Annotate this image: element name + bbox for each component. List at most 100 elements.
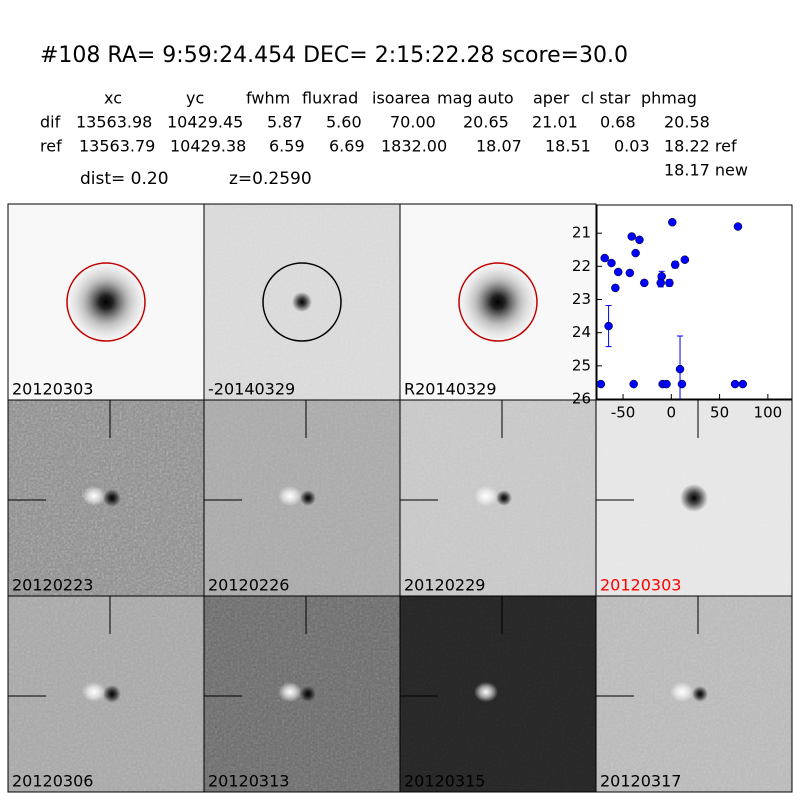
positive-residual	[670, 682, 694, 702]
table-cell: 13563.98	[76, 113, 152, 132]
point	[627, 232, 637, 241]
panel-label: R20140329	[404, 380, 497, 399]
panel-label: 20120226	[208, 576, 289, 595]
x-tick-label: 50	[710, 404, 729, 422]
table-cell: 0.03	[614, 137, 650, 156]
table-cell: 18.51	[545, 137, 591, 156]
panel-label: 20120223	[12, 576, 93, 595]
point	[597, 379, 606, 389]
column-header: isoarea	[372, 89, 430, 108]
points	[597, 217, 748, 399]
column-header: phmag	[641, 89, 697, 108]
redshift: z=0.2590	[229, 169, 312, 189]
panel-label: 20120229	[404, 576, 485, 595]
positive-residual	[82, 486, 106, 506]
panel-label: 20120317	[600, 772, 681, 791]
table-cell: 0.68	[600, 113, 636, 132]
aperture	[66, 262, 146, 342]
point	[733, 222, 743, 231]
source	[680, 484, 708, 512]
y-tick-label: 24	[572, 323, 591, 341]
point	[613, 267, 623, 277]
panel-label: 20120315	[404, 772, 485, 791]
column-header: cl star	[581, 89, 631, 108]
new-mag: 18.17 new	[664, 161, 748, 180]
positive-residual	[82, 682, 106, 702]
y-tick-label: 26	[572, 390, 591, 408]
point	[668, 217, 677, 227]
galaxy	[61, 257, 151, 347]
panel-border	[595, 595, 793, 793]
y-tick-label: 23	[572, 290, 591, 308]
table-cell: 70.00	[390, 113, 436, 132]
point	[665, 278, 674, 288]
point	[670, 260, 680, 269]
source	[300, 686, 316, 702]
positive-residual	[278, 486, 302, 506]
source	[103, 685, 121, 703]
table-cell: 5.87	[267, 113, 303, 132]
point	[600, 253, 609, 263]
column-header: mag auto	[437, 89, 514, 108]
column-header: xc	[104, 89, 122, 108]
positive-residual	[474, 486, 498, 506]
column-header: fwhm	[246, 89, 290, 108]
source	[300, 490, 316, 506]
dist: dist= 0.20	[80, 169, 169, 189]
table-cell: 1832.00	[381, 137, 447, 156]
point	[625, 268, 635, 278]
point	[607, 258, 616, 268]
table-cell: ref	[40, 137, 62, 156]
point	[604, 321, 613, 331]
table-cell: 18.22 ref	[664, 137, 737, 156]
point	[730, 379, 740, 389]
point	[677, 379, 687, 389]
table-cell: 13563.79	[79, 137, 155, 156]
table-cell: 18.07	[476, 137, 522, 156]
galaxy	[453, 257, 543, 347]
point	[662, 379, 671, 389]
source	[496, 490, 512, 506]
panel-label: 20120313	[208, 772, 289, 791]
y-tick-label: 25	[572, 356, 591, 374]
x-tick-label: 0	[667, 404, 677, 422]
x-tick-label: 100	[754, 404, 783, 422]
title: #108 RA= 9:59:24.454 DEC= 2:15:22.28 sco…	[40, 43, 628, 68]
point	[631, 248, 640, 258]
x-tick-label: -50	[611, 404, 636, 422]
table-cell: 6.69	[329, 137, 365, 156]
y-tick-label: 22	[572, 257, 591, 275]
column-header: fluxrad	[302, 89, 358, 108]
table-cell: 10429.38	[170, 137, 246, 156]
panel-label: 20120303	[12, 380, 93, 399]
source	[103, 489, 121, 507]
positive-residual	[474, 682, 498, 702]
table-cell: 10429.45	[167, 113, 243, 132]
aperture	[262, 262, 342, 342]
panel-label: 20120306	[12, 772, 93, 791]
point	[680, 255, 690, 264]
panel-label: 20120303	[600, 576, 681, 595]
table-cell: 21.01	[532, 113, 578, 132]
noise	[400, 596, 596, 792]
y-tick-label: 21	[572, 224, 591, 242]
table-cell: 6.59	[269, 137, 305, 156]
column-header: yc	[186, 89, 204, 108]
plot-area	[596, 204, 793, 400]
aperture	[458, 262, 538, 342]
point	[738, 379, 748, 389]
table-cell: 5.60	[326, 113, 362, 132]
panel-label: -20140329	[208, 380, 295, 399]
table-cell: dif	[40, 113, 61, 132]
source	[692, 686, 708, 702]
point	[635, 235, 644, 245]
table-cell: 20.65	[463, 113, 509, 132]
point	[640, 278, 649, 288]
point	[675, 364, 685, 374]
point	[656, 278, 665, 288]
point	[629, 379, 638, 389]
point	[611, 283, 620, 293]
column-header: aper	[533, 89, 570, 108]
